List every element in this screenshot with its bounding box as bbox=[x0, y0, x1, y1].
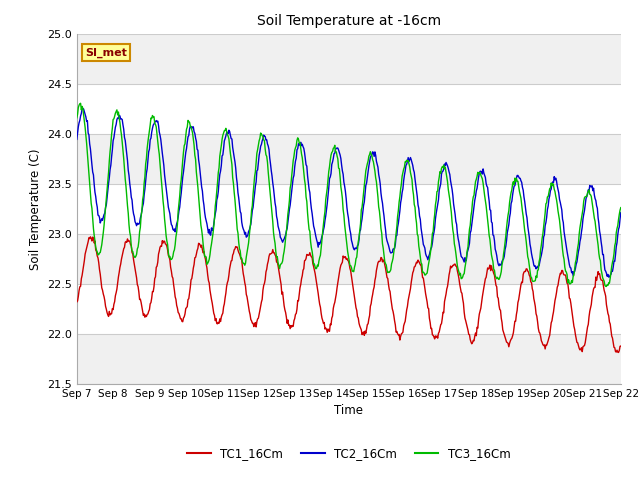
X-axis label: Time: Time bbox=[334, 405, 364, 418]
Bar bbox=[77, 184, 621, 234]
Bar bbox=[77, 84, 621, 134]
Title: Soil Temperature at -16cm: Soil Temperature at -16cm bbox=[257, 14, 441, 28]
Bar bbox=[77, 34, 621, 84]
Bar bbox=[77, 134, 621, 184]
Y-axis label: Soil Temperature (C): Soil Temperature (C) bbox=[29, 148, 42, 270]
Bar bbox=[77, 334, 621, 384]
Text: SI_met: SI_met bbox=[85, 48, 127, 58]
Bar bbox=[77, 234, 621, 284]
Bar bbox=[77, 284, 621, 334]
Legend: TC1_16Cm, TC2_16Cm, TC3_16Cm: TC1_16Cm, TC2_16Cm, TC3_16Cm bbox=[182, 443, 515, 465]
